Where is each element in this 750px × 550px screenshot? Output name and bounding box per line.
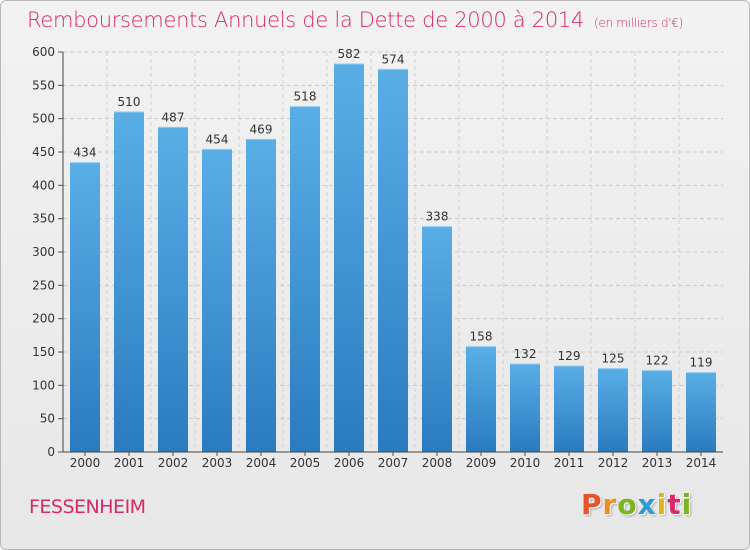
bar <box>334 64 364 452</box>
bar-value-label: 119 <box>690 356 713 370</box>
x-tick-label: 2003 <box>202 456 233 470</box>
y-tick-label: 0 <box>47 445 55 459</box>
chart-title: Remboursements Annuels de la Dette de 20… <box>27 8 683 32</box>
bar-value-label: 487 <box>162 110 185 124</box>
x-tick-label: 2008 <box>422 456 453 470</box>
bar <box>642 370 672 452</box>
x-tick-label: 2004 <box>246 456 277 470</box>
y-tick-label: 300 <box>32 245 55 259</box>
bar-value-label: 469 <box>250 122 273 136</box>
y-tick-label: 250 <box>32 278 55 292</box>
logo-letter: o <box>617 488 638 521</box>
x-tick-label: 2011 <box>554 456 585 470</box>
bar-value-label: 158 <box>470 330 493 344</box>
bar-value-label: 454 <box>206 132 229 146</box>
bar-value-label: 582 <box>338 47 361 61</box>
logo-letter: P <box>581 488 603 521</box>
bar <box>246 139 276 453</box>
logo-letter: r <box>602 488 618 521</box>
bar <box>290 106 320 453</box>
x-tick-label: 2009 <box>466 456 497 470</box>
bar <box>70 162 100 452</box>
x-tick-label: 2002 <box>158 456 189 470</box>
bar-value-label: 510 <box>118 95 141 109</box>
bar-value-label: 125 <box>602 352 625 366</box>
x-tick-label: 2010 <box>510 456 541 470</box>
y-tick-label: 550 <box>32 78 55 92</box>
bar <box>378 69 408 452</box>
x-tick-label: 2014 <box>686 456 717 470</box>
bar-value-label: 129 <box>558 349 581 363</box>
bar <box>554 366 584 452</box>
y-tick-label: 400 <box>32 178 55 192</box>
y-tick-label: 50 <box>40 412 55 426</box>
bars: 434 510 487 454 469 518 582 574 338 158 132 129 125 1… <box>70 47 716 453</box>
bar <box>686 372 716 452</box>
bar <box>114 112 144 452</box>
y-tick-label: 600 <box>32 45 55 59</box>
chart-unit: (en milliers d'€) <box>594 16 684 30</box>
city-name: FESSENHEIM <box>29 496 146 518</box>
bar-value-label: 434 <box>74 146 97 160</box>
bar <box>598 368 628 452</box>
logo-letter: t <box>667 488 682 521</box>
logo-letter: i <box>681 488 693 521</box>
bar <box>422 226 452 452</box>
x-tick-label: 2007 <box>378 456 409 470</box>
bar-value-label: 338 <box>426 210 449 224</box>
y-tick-label: 450 <box>32 145 55 159</box>
x-tick-label: 2001 <box>114 456 145 470</box>
chart-title-text: Remboursements Annuels de la Dette de 20… <box>27 8 584 32</box>
x-tick-label: 2006 <box>334 456 365 470</box>
bar <box>510 364 540 452</box>
y-tick-label: 200 <box>32 312 55 326</box>
bar-value-label: 518 <box>294 90 317 104</box>
bar-value-label: 574 <box>382 52 405 66</box>
bar-value-label: 132 <box>514 347 537 361</box>
x-tick-label: 2013 <box>642 456 673 470</box>
y-tick-label: 100 <box>32 378 55 392</box>
proxiti-logo: Proxiti <box>581 488 692 521</box>
bar <box>158 127 188 452</box>
logo-letter: i <box>656 488 668 521</box>
bar <box>466 346 496 452</box>
logo-letter: x <box>637 488 657 521</box>
x-tick-label: 2005 <box>290 456 321 470</box>
bar <box>202 149 232 453</box>
bar-value-label: 122 <box>646 354 669 368</box>
x-tick-label: 2000 <box>70 456 101 470</box>
y-tick-label: 150 <box>32 345 55 359</box>
x-tick-label: 2012 <box>598 456 629 470</box>
y-tick-label: 500 <box>32 112 55 126</box>
axes: 0 50 100 150 200 250 300 350 400 450 500 550 600 2000… <box>32 45 723 470</box>
y-tick-label: 350 <box>32 212 55 226</box>
